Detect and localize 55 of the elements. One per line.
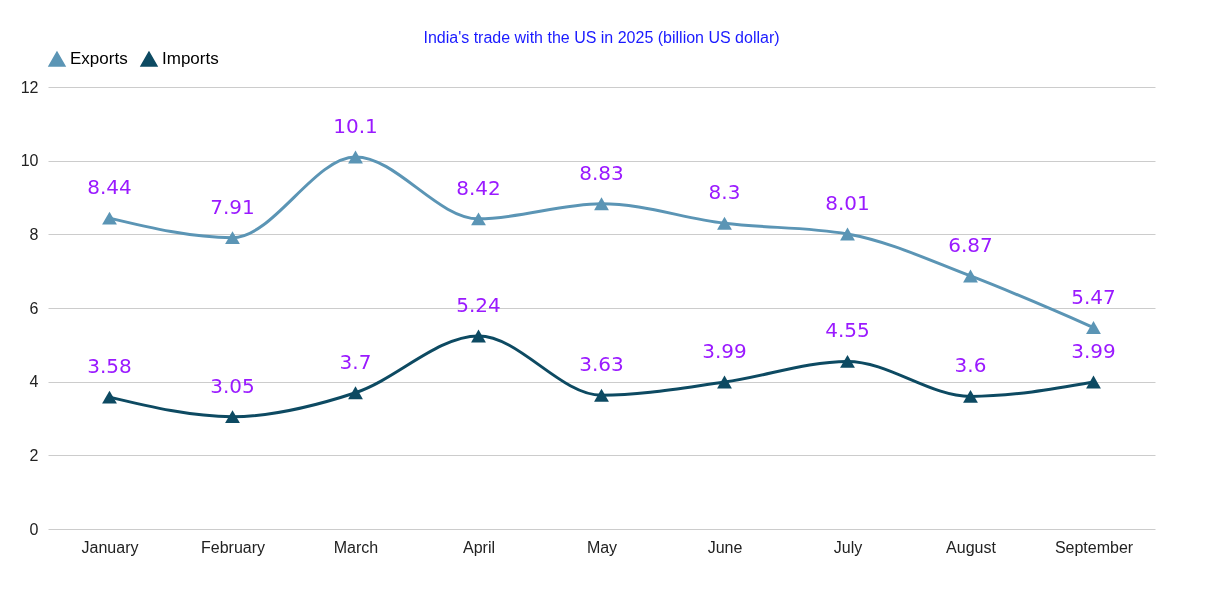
x-tick-label: January xyxy=(81,538,139,556)
data-label: 8.01 xyxy=(825,190,870,215)
data-label: 10.1 xyxy=(333,113,378,138)
point xyxy=(594,197,609,211)
point xyxy=(102,211,117,225)
data-label: 3.99 xyxy=(1071,339,1116,364)
data-label: 7.91 xyxy=(210,194,255,219)
chart-title: India's trade with the US in 2025 (billion US dollar) xyxy=(423,29,780,46)
y-tick-label: 4 xyxy=(29,373,39,391)
point xyxy=(1086,321,1101,334)
point xyxy=(1086,375,1101,389)
data-label: 8.44 xyxy=(87,175,132,200)
point xyxy=(225,231,240,245)
y-tick-label: 2 xyxy=(29,446,39,464)
point xyxy=(717,375,732,389)
point xyxy=(840,354,855,368)
data-label: 4.55 xyxy=(825,318,870,343)
point xyxy=(840,227,855,241)
y-tick-label: 12 xyxy=(20,78,39,96)
x-tick-label: April xyxy=(462,538,496,556)
point xyxy=(594,388,609,402)
data-label: 3.99 xyxy=(702,339,747,364)
point xyxy=(225,410,240,424)
point xyxy=(963,389,978,403)
x-tick-label: March xyxy=(333,538,379,556)
point xyxy=(348,150,363,164)
data-label: 6.87 xyxy=(948,232,993,257)
data-label: 8.3 xyxy=(708,180,741,205)
y-tick-label: 6 xyxy=(29,299,39,317)
data-label: 5.24 xyxy=(456,292,501,317)
point xyxy=(348,386,363,400)
data-label: 8.83 xyxy=(579,160,624,185)
x-tick-label: August xyxy=(946,538,997,556)
x-tick-label: February xyxy=(200,538,266,556)
data-label: 8.42 xyxy=(456,175,501,200)
point xyxy=(102,390,117,404)
point xyxy=(717,216,732,230)
y-tick-label: 8 xyxy=(29,225,39,243)
point xyxy=(963,269,978,283)
x-tick-label: July xyxy=(833,538,863,556)
x-tick-label: May xyxy=(586,538,618,556)
data-label: 3.63 xyxy=(579,352,624,377)
point xyxy=(471,329,486,343)
data-label: 3.58 xyxy=(87,354,132,379)
y-tick-label: 0 xyxy=(29,520,39,538)
y-tick-label: 10 xyxy=(20,152,39,170)
x-tick-label: June xyxy=(707,538,743,556)
point xyxy=(471,212,486,226)
data-label: 5.47 xyxy=(1071,284,1116,309)
x-tick-label: September xyxy=(1054,538,1134,556)
legend-label: Imports xyxy=(162,49,219,69)
legend-label: Exports xyxy=(70,49,128,69)
data-label: 3.7 xyxy=(339,349,372,374)
data-label: 3.6 xyxy=(954,353,987,378)
data-label: 3.05 xyxy=(210,373,255,398)
